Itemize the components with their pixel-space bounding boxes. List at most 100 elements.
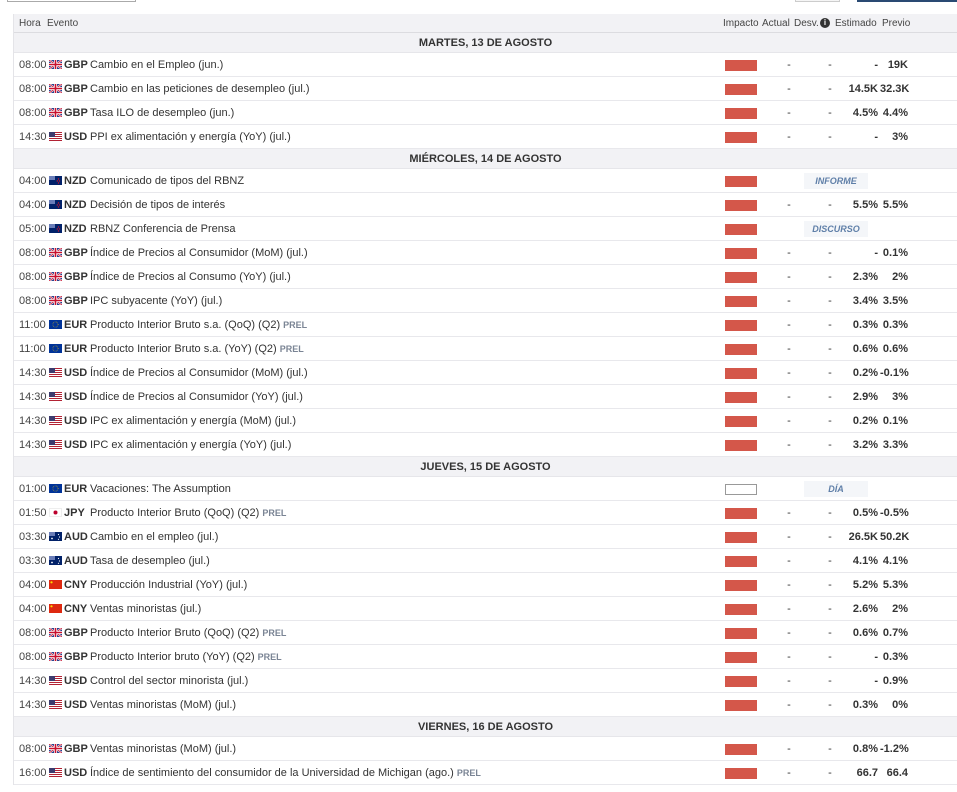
col-estimado[interactable]: Estimado [835,18,877,29]
event-name[interactable]: PPI ex alimentación y energía (YoY) (jul… [90,131,291,143]
event-title[interactable]: Comunicado de tipos del RBNZ [90,175,245,187]
nav-button[interactable] [795,0,840,2]
event-title[interactable]: Tasa de desempleo (jul.) [90,555,210,567]
event-name[interactable]: Vacaciones: The Assumption [90,483,231,495]
event-title[interactable]: Ventas minoristas (jul.) [90,603,202,615]
impact-bar [725,248,757,259]
col-evento[interactable]: Evento [47,18,79,29]
table-row[interactable]: 14:30 USD IPC ex alimentación y energía … [14,433,957,457]
event-name[interactable]: Control del sector minorista (jul.) [90,675,248,687]
table-row[interactable]: 08:00 GBP Índice de Precios al Consumo (… [14,265,957,289]
event-name[interactable]: Decisión de tipos de interés [90,199,225,211]
col-previo[interactable]: Previo [882,18,911,29]
event-name[interactable]: Cambio en el empleo (jul.) [90,531,218,543]
event-name[interactable]: Ventas minoristas (jul.) [90,603,201,615]
event-name[interactable]: IPC ex alimentación y energía (MoM) (jul… [90,415,296,427]
table-row[interactable]: 14:30 USD Control del sector minorista (… [14,669,957,693]
event-name[interactable]: Producción Industrial (YoY) (jul.) [90,579,247,591]
col-impacto[interactable]: Impacto [723,18,759,29]
table-row[interactable]: 08:00 GBP Tasa ILO de desempleo (jun.) -… [14,101,957,125]
event-title[interactable]: RBNZ Conferencia de Prensa [90,223,236,235]
event-title[interactable]: IPC ex alimentación y energía (MoM) (jul… [90,415,297,427]
table-row[interactable]: 16:00 USD Índice de sentimiento del cons… [14,761,957,785]
table-row[interactable]: 08:00 GBP Cambio en el Empleo (jun.) - -… [14,53,957,77]
event-title[interactable]: Vacaciones: The Assumption [90,483,231,495]
table-row[interactable]: 04:00 CNY Producción Industrial (YoY) (j… [14,573,957,597]
event-name[interactable]: Cambio en las peticiones de desempleo (j… [90,83,310,95]
table-row[interactable]: 11:00 EUR Producto Interior Bruto s.a. (… [14,313,957,337]
col-desv[interactable]: Desv. [794,18,819,29]
event-title[interactable]: Cambio en el Empleo (jun.) [90,59,224,71]
previous-value: 5.3% [882,579,908,591]
event-title[interactable]: IPC subyacente (YoY) (jul.) [90,295,223,307]
event-name[interactable]: Tasa de desempleo (jul.) [90,555,210,567]
event-title[interactable]: Índice de Precios al Consumo (YoY) (jul.… [90,271,291,283]
table-row[interactable]: 04:00 CNY Ventas minoristas (jul.) - - 2… [14,597,957,621]
col-actual[interactable]: Actual [762,18,790,29]
table-row[interactable]: 05:00 NZD RBNZ Conferencia de Prensa DIS… [14,217,957,241]
event-name[interactable]: Índice de Precios al Consumo (YoY) (jul.… [90,271,291,283]
event-title[interactable]: Índice de sentimiento del consumidor de … [90,767,454,779]
table-row[interactable]: 14:30 USD IPC ex alimentación y energía … [14,409,957,433]
table-row[interactable]: 08:00 GBP IPC subyacente (YoY) (jul.) - … [14,289,957,313]
table-row[interactable]: 14:30 USD Índice de Precios al Consumido… [14,361,957,385]
table-row[interactable]: 04:00 NZD Comunicado de tipos del RBNZ I… [14,169,957,193]
table-row[interactable]: 14:30 USD Índice de Precios al Consumido… [14,385,957,409]
event-name[interactable]: Índice de Precios al Consumidor (YoY) (j… [90,391,303,403]
event-title[interactable]: Índice de Precios al Consumidor (YoY) (j… [90,391,303,403]
table-row[interactable]: 08:00 GBP Producto Interior Bruto (QoQ) … [14,621,957,645]
table-row[interactable]: 14:30 USD PPI ex alimentación y energía … [14,125,957,149]
event-name[interactable]: Producto Interior bruto (YoY) (Q2) PREL [90,651,282,663]
info-icon[interactable]: i [820,18,830,28]
event-name[interactable]: Ventas minoristas (MoM) (jul.) [90,699,236,711]
event-title[interactable]: Producción Industrial (YoY) (jul.) [90,579,248,591]
table-row[interactable]: 08:00 GBP Ventas minoristas (MoM) (jul.)… [14,737,957,761]
event-name[interactable]: Producto Interior Bruto (QoQ) (Q2) PREL [90,507,286,519]
event-title[interactable]: Producto Interior Bruto s.a. (QoQ) (Q2) [90,319,281,331]
event-name[interactable]: Tasa ILO de desempleo (jun.) [90,107,234,119]
event-title[interactable]: Producto Interior Bruto (QoQ) (Q2) [90,507,260,519]
event-name[interactable]: Índice de sentimiento del consumidor de … [90,767,481,779]
deviation-value: - [828,699,832,711]
event-name[interactable]: RBNZ Conferencia de Prensa [90,223,236,235]
event-title[interactable]: Índice de Precios al Consumidor (MoM) (j… [90,247,308,259]
event-name[interactable]: IPC subyacente (YoY) (jul.) [90,295,222,307]
table-row[interactable]: 01:00 EUR Vacaciones: The Assumption DÍA… [14,477,957,510]
col-hora[interactable]: Hora [19,18,41,29]
event-name[interactable]: Ventas minoristas (MoM) (jul.) [90,743,236,755]
table-row[interactable]: 11:00 EUR Producto Interior Bruto s.a. (… [14,337,957,361]
event-title[interactable]: PPI ex alimentación y energía (YoY) (jul… [90,131,291,143]
event-name[interactable]: Índice de Precios al Consumidor (MoM) (j… [90,367,308,379]
search-input[interactable] [7,0,136,2]
table-row[interactable]: 01:50 JPY Producto Interior Bruto (QoQ) … [14,501,957,525]
event-title[interactable]: Ventas minoristas (MoM) (jul.) [90,743,237,755]
event-name[interactable]: Producto Interior Bruto s.a. (YoY) (Q2) P… [90,343,304,355]
event-title[interactable]: Producto Interior Bruto (QoQ) (Q2) [90,627,260,639]
actual-value: - [787,507,791,519]
table-row[interactable]: 08:00 GBP Índice de Precios al Consumido… [14,241,957,265]
event-name[interactable]: Índice de Precios al Consumidor (MoM) (j… [90,247,308,259]
table-row[interactable]: 08:00 GBP Cambio en las peticiones de de… [14,77,957,101]
event-title[interactable]: Producto Interior Bruto s.a. (YoY) (Q2) [90,343,277,355]
event-title[interactable]: Cambio en las peticiones de desempleo (j… [90,83,310,95]
event-name[interactable]: Producto Interior Bruto s.a. (QoQ) (Q2) P… [90,319,307,331]
event-title[interactable]: Tasa ILO de desempleo (jun.) [90,107,235,119]
table-row[interactable]: 03:30 AUD Cambio en el empleo (jul.) - -… [14,525,957,549]
table-row[interactable]: 04:00 NZD Decisión de tipos de interés -… [14,193,957,217]
event-title[interactable]: Ventas minoristas (MoM) (jul.) [90,699,237,711]
event-title[interactable]: Índice de Precios al Consumidor (MoM) (j… [90,367,308,379]
table-row[interactable]: 08:00 GBP Producto Interior bruto (YoY) … [14,645,957,669]
event-title[interactable]: Producto Interior bruto (YoY) (Q2) [90,651,255,663]
event-name[interactable]: IPC ex alimentación y energía (YoY) (jul… [90,439,291,451]
table-row[interactable]: 14:30 USD Ventas minoristas (MoM) (jul.)… [14,693,957,717]
table-row[interactable]: 03:30 AUD Tasa de desempleo (jul.) - - 4… [14,549,957,573]
event-title[interactable]: Cambio en el empleo (jul.) [90,531,219,543]
primary-button[interactable] [857,0,957,2]
event-name[interactable]: Cambio en el Empleo (jun.) [90,59,223,71]
event-title[interactable]: IPC ex alimentación y energía (YoY) (jul… [90,439,292,451]
flag-eu-icon [49,344,62,353]
event-title[interactable]: Control del sector minorista (jul.) [90,675,249,687]
event-name[interactable]: Comunicado de tipos del RBNZ [90,175,244,187]
event-name[interactable]: Producto Interior Bruto (QoQ) (Q2) PREL [90,627,286,639]
event-title[interactable]: Decisión de tipos de interés [90,199,226,211]
